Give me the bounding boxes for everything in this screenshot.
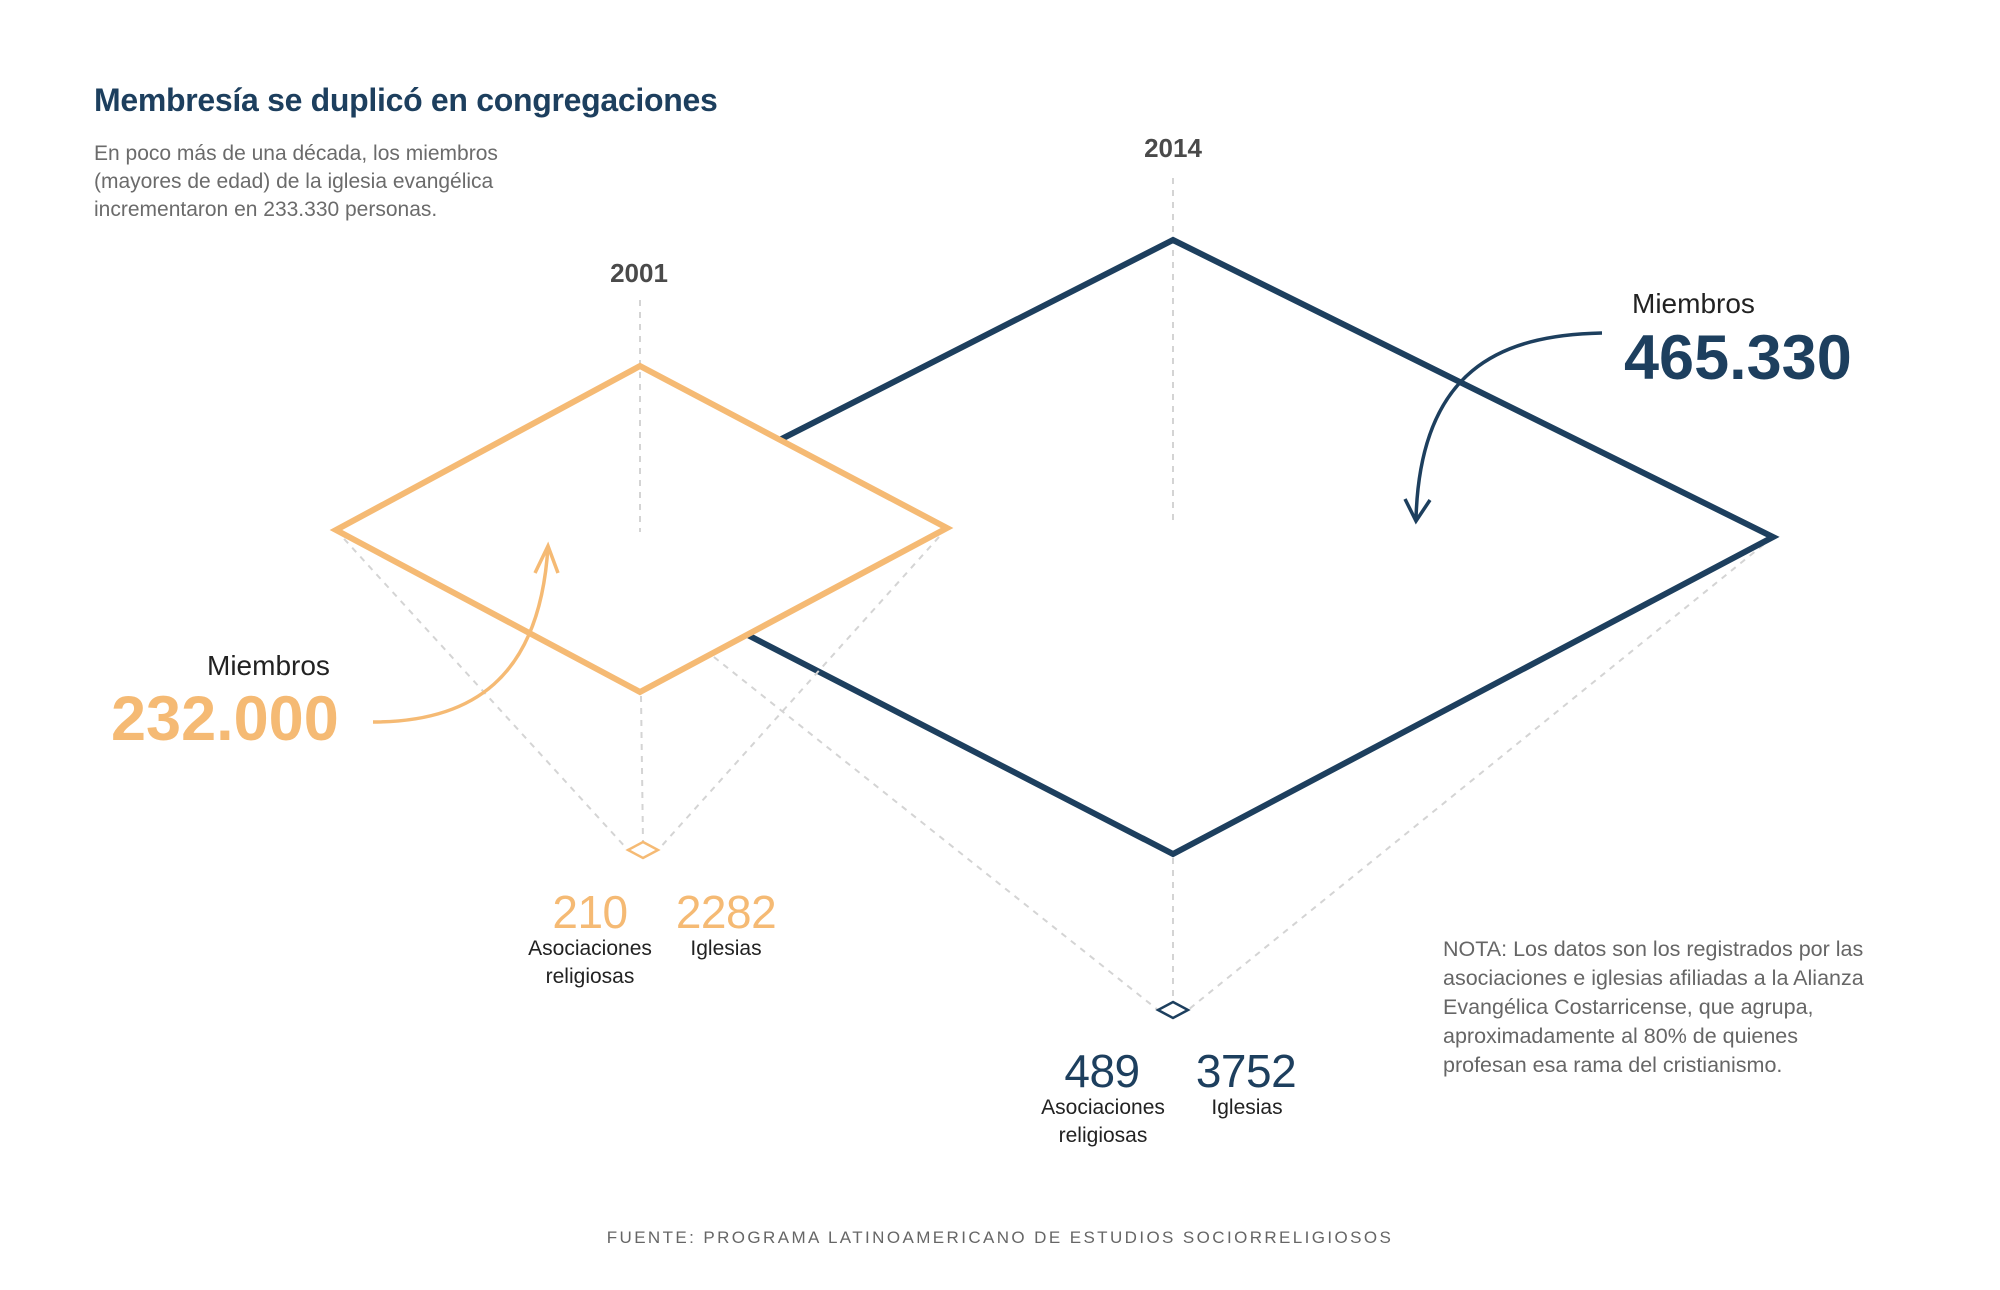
associations-label-line: religiosas [1058,1124,1148,1147]
members-value-2001: 232.000 [111,684,339,754]
guide-2001-vertical-bottom [640,695,644,843]
note-line: asociaciones e iglesias afiliadas a la A… [1443,966,1864,990]
associations-value-2014: 489 [1064,1045,1140,1097]
source-credit: FUENTE: PROGRAMA LATINOAMERICANO DE ESTU… [606,1228,1394,1247]
diamond-2001-members [329,362,954,696]
associations-value-2001: 210 [552,886,628,938]
diamond-2001-small [625,840,661,860]
description-line: (mayores de edad) de la iglesia evangéli… [94,170,494,193]
arrow-2014-icon [1403,331,1603,525]
members-label-2001: Miembros [207,650,330,681]
arrow-2001-icon [372,541,560,724]
year-label-2014: 2014 [1144,133,1202,163]
description-line: incrementaron en 233.330 personas. [94,198,438,221]
note-line: Evangélica Costarricense, que agrupa, [1443,995,1814,1019]
churches-label-2001: Iglesias [690,937,762,960]
members-value-2014: 465.330 [1624,323,1852,393]
associations-label-line: religiosas [545,965,635,988]
description-line: En poco más de una década, los miembros [94,142,498,165]
note-line: aproximadamente al 80% de quienes [1443,1024,1798,1048]
associations-label-2014: Asociaciones religiosas [1041,1094,1165,1150]
year-label-2001: 2001 [610,258,668,288]
note-line: profesan esa rama del cristianismo. [1443,1053,1783,1077]
members-label-2014: Miembros [1632,288,1755,319]
description: En poco más de una década, los miembros … [94,140,614,224]
associations-label-line: Asociaciones [1041,1096,1165,1119]
diamond-2014-small [1155,1000,1191,1020]
guide-2001-left [335,529,629,851]
churches-value-2001: 2282 [675,886,777,938]
diamond-2001-backdrop [336,366,947,692]
churches-value-2014: 3752 [1195,1045,1297,1097]
guide-2014-right [1187,536,1774,1011]
note: NOTA: Los datos son los registrados por … [1443,935,1864,1080]
associations-label-line: Asociaciones [528,937,652,960]
guide-2001-right [657,527,948,851]
churches-label-2014: Iglesias [1211,1096,1283,1119]
page-title: Membresía se duplicó en congregaciones [94,82,718,118]
associations-label-2001: Asociaciones religiosas [528,935,652,991]
note-line: NOTA: Los datos son los registrados por … [1443,937,1864,961]
